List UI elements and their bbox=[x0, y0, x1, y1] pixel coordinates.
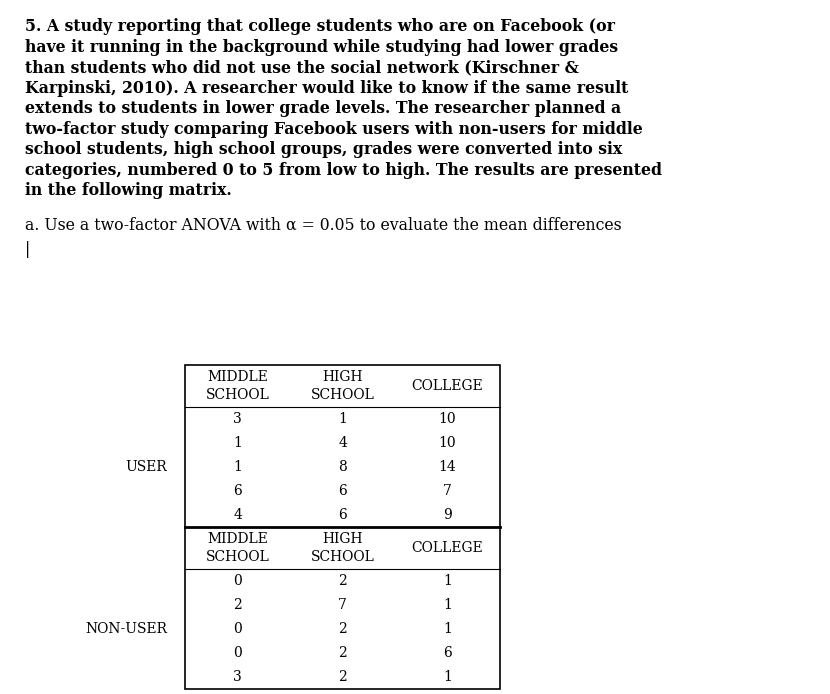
Text: |: | bbox=[25, 241, 30, 257]
Text: 2: 2 bbox=[338, 622, 347, 636]
Text: have it running in the background while studying had lower grades: have it running in the background while … bbox=[25, 38, 618, 56]
Text: 14: 14 bbox=[438, 460, 456, 474]
Text: 6: 6 bbox=[338, 484, 347, 498]
Text: COLLEGE: COLLEGE bbox=[412, 541, 483, 555]
Text: MIDDLE
SCHOOL: MIDDLE SCHOOL bbox=[206, 371, 270, 402]
Text: 0: 0 bbox=[233, 646, 242, 660]
Text: 2: 2 bbox=[233, 598, 242, 612]
Text: 6: 6 bbox=[233, 484, 242, 498]
Text: NON-USER: NON-USER bbox=[85, 622, 167, 636]
Text: 1: 1 bbox=[233, 460, 242, 474]
Text: 4: 4 bbox=[338, 436, 347, 450]
Text: in the following matrix.: in the following matrix. bbox=[25, 182, 232, 199]
Text: HIGH
SCHOOL: HIGH SCHOOL bbox=[310, 371, 374, 402]
Text: 2: 2 bbox=[338, 574, 347, 588]
Text: 2: 2 bbox=[338, 670, 347, 684]
Bar bbox=[185, 365, 500, 689]
Text: than students who did not use the social network (Kirschner &: than students who did not use the social… bbox=[25, 59, 579, 76]
Text: 3: 3 bbox=[233, 412, 242, 426]
Text: 1: 1 bbox=[443, 670, 452, 684]
Text: COLLEGE: COLLEGE bbox=[412, 379, 483, 393]
Text: 7: 7 bbox=[338, 598, 347, 612]
Text: 1: 1 bbox=[233, 436, 242, 450]
Text: a. Use a two-factor ANOVA with α = 0.05 to evaluate the mean differences: a. Use a two-factor ANOVA with α = 0.05 … bbox=[25, 217, 622, 233]
Text: 5. A study reporting that college students who are on Facebook (or: 5. A study reporting that college studen… bbox=[25, 18, 615, 35]
Text: 1: 1 bbox=[443, 622, 452, 636]
Text: 1: 1 bbox=[338, 412, 347, 426]
Text: categories, numbered 0 to 5 from low to high. The results are presented: categories, numbered 0 to 5 from low to … bbox=[25, 162, 662, 178]
Text: 8: 8 bbox=[338, 460, 347, 474]
Text: 6: 6 bbox=[338, 508, 347, 522]
Text: 3: 3 bbox=[233, 670, 242, 684]
Text: 7: 7 bbox=[443, 484, 452, 498]
Text: 0: 0 bbox=[233, 574, 242, 588]
Text: 0: 0 bbox=[233, 622, 242, 636]
Text: 2: 2 bbox=[338, 646, 347, 660]
Text: Karpinski, 2010). A researcher would like to know if the same result: Karpinski, 2010). A researcher would lik… bbox=[25, 80, 628, 96]
Text: two-factor study comparing Facebook users with non-users for middle: two-factor study comparing Facebook user… bbox=[25, 121, 642, 137]
Text: 9: 9 bbox=[443, 508, 452, 522]
Text: 1: 1 bbox=[443, 574, 452, 588]
Text: 1: 1 bbox=[443, 598, 452, 612]
Text: USER: USER bbox=[125, 460, 167, 474]
Text: MIDDLE
SCHOOL: MIDDLE SCHOOL bbox=[206, 532, 270, 564]
Text: school students, high school groups, grades were converted into six: school students, high school groups, gra… bbox=[25, 141, 622, 158]
Text: 10: 10 bbox=[439, 436, 456, 450]
Text: extends to students in lower grade levels. The researcher planned a: extends to students in lower grade level… bbox=[25, 100, 621, 117]
Text: 4: 4 bbox=[233, 508, 242, 522]
Text: HIGH
SCHOOL: HIGH SCHOOL bbox=[310, 532, 374, 564]
Text: 6: 6 bbox=[443, 646, 452, 660]
Text: 10: 10 bbox=[439, 412, 456, 426]
